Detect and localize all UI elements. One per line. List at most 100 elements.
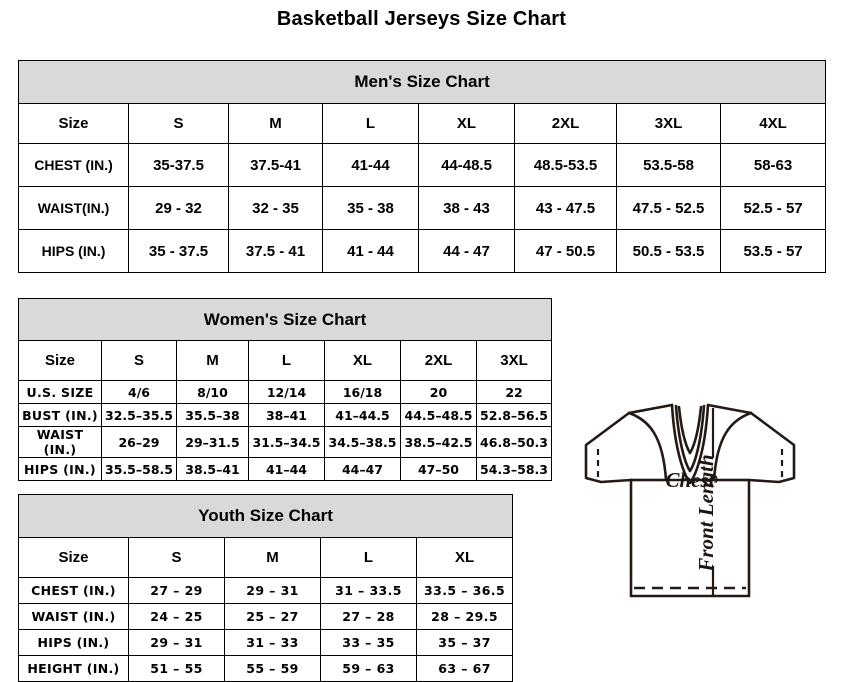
youth-row-label-waist: WAIST (IN.) [18, 603, 129, 630]
womens-bust-m: 35.5–38 [176, 403, 249, 427]
womens-size-chart-table: Women's Size Chart Size S M L XL 2XL 3XL… [17, 298, 553, 481]
womens-header-l: L [248, 340, 325, 381]
womens-bust-2xl: 44.5–48.5 [400, 403, 477, 427]
youth-banner-title: Youth Size Chart [17, 494, 514, 538]
womens-hips-xl: 44–47 [324, 457, 401, 481]
mens-chest-3xl: 53.5-58 [616, 143, 721, 187]
mens-hips-s: 35 - 37.5 [128, 229, 229, 273]
womens-bust-3xl: 52.8–56.5 [475, 403, 553, 427]
mens-chest-l: 41-44 [322, 143, 419, 187]
mens-chest-4xl: 58-63 [719, 143, 827, 187]
youth-height-xl: 63 – 67 [415, 655, 514, 682]
jersey-outline [584, 403, 796, 598]
mens-hips-3xl: 50.5 - 53.5 [616, 229, 721, 273]
womens-hips-3xl: 54.3–58.3 [475, 457, 553, 481]
left-shoulder-seam [627, 411, 668, 482]
left-shoulder-top [627, 403, 674, 415]
youth-waist-l: 27 – 28 [320, 603, 417, 630]
mens-row-label-waist: WAIST(IN.) [18, 186, 129, 230]
womens-bust-s: 32.5–35.5 [101, 403, 177, 427]
mens-chest-m: 37.5-41 [228, 143, 323, 187]
mens-header-2xl: 2XL [514, 103, 617, 144]
youth-banner-row: Youth Size Chart [17, 494, 514, 538]
mens-header-xl: XL [418, 103, 515, 144]
mens-header-3xl: 3XL [616, 103, 721, 144]
youth-waist-m: 25 – 27 [224, 603, 321, 630]
mens-waist-m: 32 - 35 [228, 186, 323, 230]
mens-header-row: Size S M L XL 2XL 3XL 4XL [18, 103, 827, 144]
womens-header-m: M [176, 340, 249, 381]
mens-hips-xl: 44 - 47 [418, 229, 515, 273]
womens-bust-xl: 41–44.5 [324, 403, 401, 427]
womens-hips-m: 38.5–41 [176, 457, 249, 481]
womens-hips-2xl: 47–50 [400, 457, 477, 481]
mens-row-label-chest: CHEST (IN.) [18, 143, 129, 187]
right-shoulder-top [706, 403, 753, 415]
youth-waist-xl: 28 – 29.5 [415, 603, 514, 630]
womens-row-label-hips: HIPS (IN.) [18, 457, 102, 481]
mens-banner-row: Men's Size Chart [17, 60, 827, 104]
table-row: HIPS (IN.) 29 – 31 31 – 33 33 – 35 35 – … [18, 629, 514, 656]
jersey-illustration-svg: Chest Front Length [584, 403, 796, 598]
front-length-label: Front Length [694, 454, 718, 572]
right-shoulder-seam [712, 411, 753, 482]
womens-hips-l: 41–44 [248, 457, 325, 481]
youth-height-m: 55 – 59 [224, 655, 321, 682]
womens-banner-row: Women's Size Chart [17, 298, 553, 341]
table-row: WAIST (IN.) 26–29 29–31.5 31.5–34.5 34.5… [18, 426, 553, 458]
womens-waist-s: 26–29 [101, 426, 177, 458]
mens-hips-m: 37.5 - 41 [228, 229, 323, 273]
left-sleeve-outline [584, 411, 633, 484]
youth-hips-xl: 35 – 37 [415, 629, 514, 656]
youth-chest-l: 31 – 33.5 [320, 577, 417, 604]
neckline-inner [677, 405, 703, 455]
page-title: Basketball Jerseys Size Chart [276, 8, 567, 30]
youth-chest-m: 29 – 31 [224, 577, 321, 604]
womens-waist-3xl: 46.8–50.3 [475, 426, 553, 458]
table-row: HIPS (IN.) 35 - 37.5 37.5 - 41 41 - 44 4… [18, 229, 827, 273]
mens-row-label-hips: HIPS (IN.) [18, 229, 129, 273]
youth-chest-s: 27 – 29 [128, 577, 225, 604]
womens-header-s: S [101, 340, 177, 381]
youth-height-l: 59 – 63 [320, 655, 417, 682]
mens-header-m: M [228, 103, 323, 144]
youth-row-label-chest: CHEST (IN.) [18, 577, 129, 604]
womens-us-size-s: 4/6 [101, 380, 177, 404]
youth-row-label-hips: HIPS (IN.) [18, 629, 129, 656]
sleeve-hem-dashes [596, 449, 784, 481]
table-row: BUST (IN.) 32.5–35.5 35.5–38 38–41 41–44… [18, 403, 553, 427]
mens-header-size: Size [18, 103, 129, 144]
youth-header-s: S [128, 537, 225, 578]
table-row: WAIST (IN.) 24 – 25 25 – 27 27 – 28 28 –… [18, 603, 514, 630]
right-sleeve-outline [747, 411, 796, 484]
mens-chest-s: 35-37.5 [128, 143, 229, 187]
womens-waist-xl: 34.5–38.5 [324, 426, 401, 458]
womens-us-size-l: 12/14 [248, 380, 325, 404]
mens-waist-l: 35 - 38 [322, 186, 419, 230]
mens-header-l: L [322, 103, 419, 144]
mens-hips-4xl: 53.5 - 57 [719, 229, 827, 273]
womens-hips-s: 35.5–58.5 [101, 457, 177, 481]
youth-hips-m: 31 – 33 [224, 629, 321, 656]
mens-hips-2xl: 47 - 50.5 [514, 229, 617, 273]
jersey-measurement-diagram: Chest Front Length [545, 348, 835, 648]
mens-header-4xl: 4XL [719, 103, 827, 144]
womens-header-2xl: 2XL [400, 340, 477, 381]
mens-size-chart-table: Men's Size Chart Size S M L XL 2XL 3XL 4… [17, 60, 827, 273]
womens-header-row: Size S M L XL 2XL 3XL [18, 340, 553, 381]
neckline-outer [670, 403, 710, 485]
youth-row-label-height: HEIGHT (IN.) [18, 655, 129, 682]
youth-header-m: M [224, 537, 321, 578]
womens-row-label-us-size: U.S. SIZE [18, 380, 102, 404]
womens-us-size-3xl: 22 [475, 380, 553, 404]
body-outline [629, 478, 751, 598]
mens-chest-2xl: 48.5-53.5 [514, 143, 617, 187]
youth-height-s: 51 – 55 [128, 655, 225, 682]
mens-waist-s: 29 - 32 [128, 186, 229, 230]
womens-us-size-m: 8/10 [176, 380, 249, 404]
mens-chest-xl: 44-48.5 [418, 143, 515, 187]
youth-header-l: L [320, 537, 417, 578]
mens-waist-3xl: 47.5 - 52.5 [616, 186, 721, 230]
youth-waist-s: 24 – 25 [128, 603, 225, 630]
mens-waist-xl: 38 - 43 [418, 186, 515, 230]
